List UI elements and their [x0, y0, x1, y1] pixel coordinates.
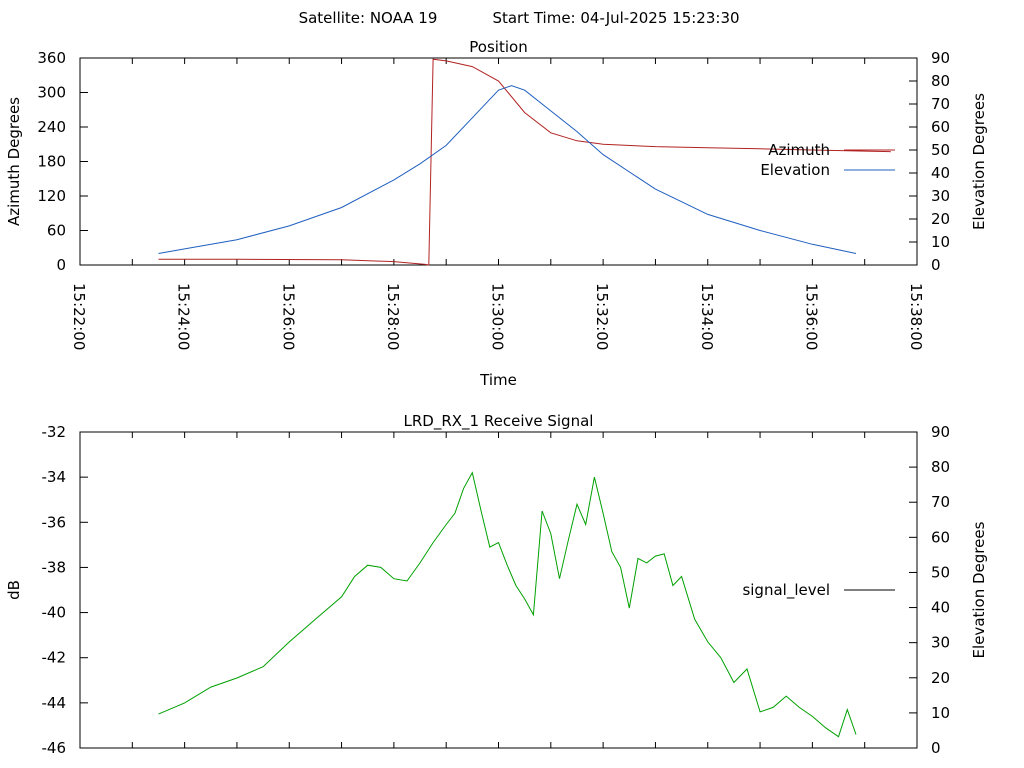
position-y2-tick-label: 20 [931, 210, 950, 228]
position-y-tick-label: 180 [37, 153, 66, 171]
signal-y2-tick-label: 80 [931, 458, 950, 476]
position-x-tick-label: 15:28:00 [384, 283, 402, 350]
position-y2-tick-label: 50 [931, 141, 950, 159]
position-x-tick-label: 15:32:00 [593, 283, 611, 350]
signal-y2-axis-label: Elevation Degrees [970, 521, 988, 658]
signal-y2-tick-label: 10 [931, 704, 950, 722]
signal-y-tick-label: -36 [42, 513, 67, 531]
signal-y-tick-label: -46 [42, 739, 67, 757]
position-x-tick-label: 15:36:00 [802, 283, 820, 350]
position-y2-tick-label: 0 [931, 256, 941, 274]
signal-y-tick-label: -32 [42, 423, 67, 441]
position-y2-tick-label: 30 [931, 187, 950, 205]
position-chart-title: Position [469, 38, 527, 56]
series-azimuth-line [158, 58, 891, 266]
signal-y-tick-label: -42 [42, 649, 67, 667]
position-x-tick-label: 15:34:00 [698, 283, 716, 350]
signal-y2-tick-label: 30 [931, 634, 950, 652]
legend-azimuth-label: Azimuth [768, 141, 830, 159]
signal-y2-tick-label: 70 [931, 493, 950, 511]
legend-signal-level-label: signal_level [742, 581, 830, 600]
start-time-label: Start Time: 04-Jul-2025 15:23:30 [492, 9, 739, 27]
signal-chart-title: LRD_RX_1 Receive Signal [404, 412, 594, 431]
position-y2-tick-label: 90 [931, 49, 950, 67]
position-x-tick-label: 15:24:00 [175, 283, 193, 350]
signal-y-axis-label: dB [5, 580, 23, 600]
position-y-tick-label: 300 [37, 84, 66, 102]
position-y2-tick-label: 80 [931, 72, 950, 90]
signal-y2-tick-label: 90 [931, 423, 950, 441]
signal-y-tick-label: -34 [42, 468, 67, 486]
position-y2-tick-label: 60 [931, 118, 950, 136]
signal-y2-tick-label: 60 [931, 528, 950, 546]
signal-chart: LRD_RX_1 Receive Signal -46 -44 -42 -40 -38 -3… [5, 412, 988, 757]
position-y-tick-label: 60 [47, 222, 66, 240]
position-y2-tick-label: 10 [931, 233, 950, 251]
position-x-tick-label: 15:26:00 [279, 283, 297, 350]
signal-y2-tick-label: 0 [931, 739, 941, 757]
position-y-tick-label: 120 [37, 187, 66, 205]
satellite-label: Satellite: NOAA 19 [299, 9, 438, 27]
position-y2-axis-label: Elevation Degrees [970, 93, 988, 230]
signal-y-tick-label: -44 [42, 694, 67, 712]
position-x-tick-label: 15:30:00 [489, 283, 507, 350]
series-signal-level-line [158, 471, 857, 738]
signal-y2-tick-label: 50 [931, 563, 950, 581]
legend-elevation-label: Elevation [760, 161, 830, 179]
signal-y2-tick-label: 20 [931, 669, 950, 687]
signal-y2-tick-label: 40 [931, 599, 950, 617]
position-y2-tick-label: 70 [931, 95, 950, 113]
position-y-tick-label: 0 [56, 256, 66, 274]
position-y-tick-label: 240 [37, 118, 66, 136]
position-chart: Position 0 60 120 180 240 300 360 0 10 20 30 40 50 60 7… [5, 38, 988, 389]
position-y2-tick-label: 40 [931, 164, 950, 182]
series-elevation-line [158, 85, 857, 254]
signal-y-tick-label: -38 [42, 558, 67, 576]
position-x-tick-label: 15:22:00 [70, 283, 88, 350]
position-y-axis-label: Azimuth Degrees [5, 97, 23, 226]
signal-y-tick-label: -40 [42, 604, 67, 622]
position-x-axis-label: Time [479, 371, 517, 389]
position-x-tick-label: 15:38:00 [907, 283, 925, 350]
position-y-tick-label: 360 [37, 49, 66, 67]
